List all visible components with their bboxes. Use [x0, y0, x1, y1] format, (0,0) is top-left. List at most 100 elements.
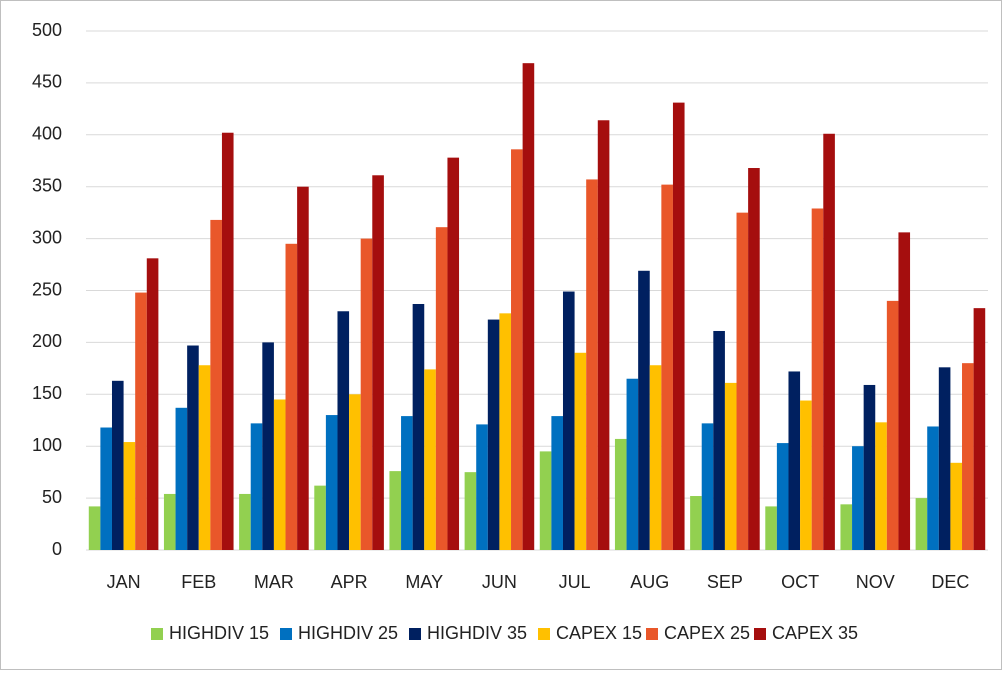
bar — [372, 175, 384, 551]
bar — [401, 416, 413, 550]
bar — [389, 471, 402, 550]
bar — [962, 363, 974, 550]
x-tick-label: JAN — [107, 572, 141, 592]
bar — [886, 300, 899, 550]
legend-swatch — [151, 628, 163, 640]
legend-swatch — [409, 628, 421, 640]
bar — [412, 303, 425, 550]
bar — [187, 345, 199, 550]
y-tick-label: 350 — [32, 175, 62, 195]
bar — [522, 63, 535, 550]
y-tick-label: 400 — [32, 124, 62, 144]
y-tick-label: 450 — [32, 72, 62, 92]
legend-swatch — [646, 628, 658, 640]
bar — [198, 365, 211, 550]
legend-label: CAPEX 15 — [556, 623, 642, 643]
x-tick-label: APR — [331, 572, 368, 592]
bar — [539, 451, 552, 550]
bar — [163, 493, 176, 550]
bar — [765, 506, 777, 550]
bar — [788, 371, 801, 550]
bar — [111, 380, 124, 550]
bar — [273, 399, 286, 550]
bar — [672, 102, 685, 550]
y-tick-label: 500 — [32, 20, 62, 40]
bar — [840, 504, 853, 550]
bar — [562, 291, 575, 550]
legend-label: CAPEX 35 — [772, 623, 858, 643]
bar — [626, 378, 639, 550]
bar — [898, 232, 911, 550]
bar — [551, 416, 563, 550]
x-tick-label: MAR — [254, 572, 294, 592]
bar — [574, 352, 587, 550]
bar — [511, 149, 523, 550]
bar — [424, 369, 436, 550]
bar — [499, 313, 512, 550]
bar — [973, 308, 986, 550]
bar — [875, 422, 887, 550]
bar — [349, 394, 361, 550]
bar — [476, 424, 488, 550]
bar — [239, 493, 251, 550]
bar — [262, 342, 274, 550]
bar — [297, 186, 309, 550]
bar — [337, 311, 350, 550]
legend-label: HIGHDIV 35 — [427, 623, 527, 643]
bar — [950, 462, 963, 550]
bar — [713, 330, 725, 550]
bar — [435, 227, 448, 550]
bar — [175, 407, 188, 550]
bar — [135, 292, 147, 550]
bar — [146, 258, 159, 550]
y-tick-label: 300 — [32, 227, 62, 247]
bar — [464, 472, 477, 550]
bar — [724, 382, 737, 550]
bar — [661, 184, 673, 550]
x-tick-label: FEB — [181, 572, 216, 592]
bar — [597, 120, 610, 550]
legend-label: HIGHDIV 25 — [298, 623, 398, 643]
bar — [823, 133, 835, 550]
y-tick-label: 0 — [52, 539, 62, 559]
y-tick-label: 100 — [32, 435, 62, 455]
x-tick-label: SEP — [707, 572, 743, 592]
bar — [360, 238, 373, 550]
bar — [776, 443, 789, 550]
bar — [447, 157, 460, 551]
x-tick-label: MAY — [405, 572, 443, 592]
bar — [638, 270, 650, 550]
bar — [938, 367, 951, 550]
x-tick-label: AUG — [630, 572, 669, 592]
x-tick-label: OCT — [781, 572, 819, 592]
bar — [748, 168, 760, 551]
y-tick-label: 250 — [32, 279, 62, 299]
legend-swatch — [754, 628, 766, 640]
legend-label: CAPEX 25 — [664, 623, 750, 643]
legend-swatch — [280, 628, 292, 640]
bar — [325, 415, 338, 550]
y-tick-label: 150 — [32, 383, 62, 403]
x-tick-label: JUN — [482, 572, 517, 592]
bar — [314, 485, 326, 550]
bar — [88, 506, 101, 550]
bar — [487, 319, 500, 550]
x-tick-label: JUL — [559, 572, 591, 592]
bar — [927, 426, 939, 550]
bar — [690, 496, 702, 550]
legend-swatch — [538, 628, 550, 640]
bar — [123, 442, 136, 550]
bar — [736, 212, 749, 550]
bar — [100, 427, 112, 550]
bar — [701, 423, 714, 550]
bar — [285, 243, 298, 551]
bar — [649, 365, 662, 550]
bar — [210, 219, 222, 550]
bar — [852, 446, 864, 550]
y-tick-label: 50 — [42, 487, 62, 507]
bar — [614, 438, 627, 550]
bar — [915, 498, 928, 550]
bar — [863, 384, 876, 550]
legend-label: HIGHDIV 15 — [169, 623, 269, 643]
